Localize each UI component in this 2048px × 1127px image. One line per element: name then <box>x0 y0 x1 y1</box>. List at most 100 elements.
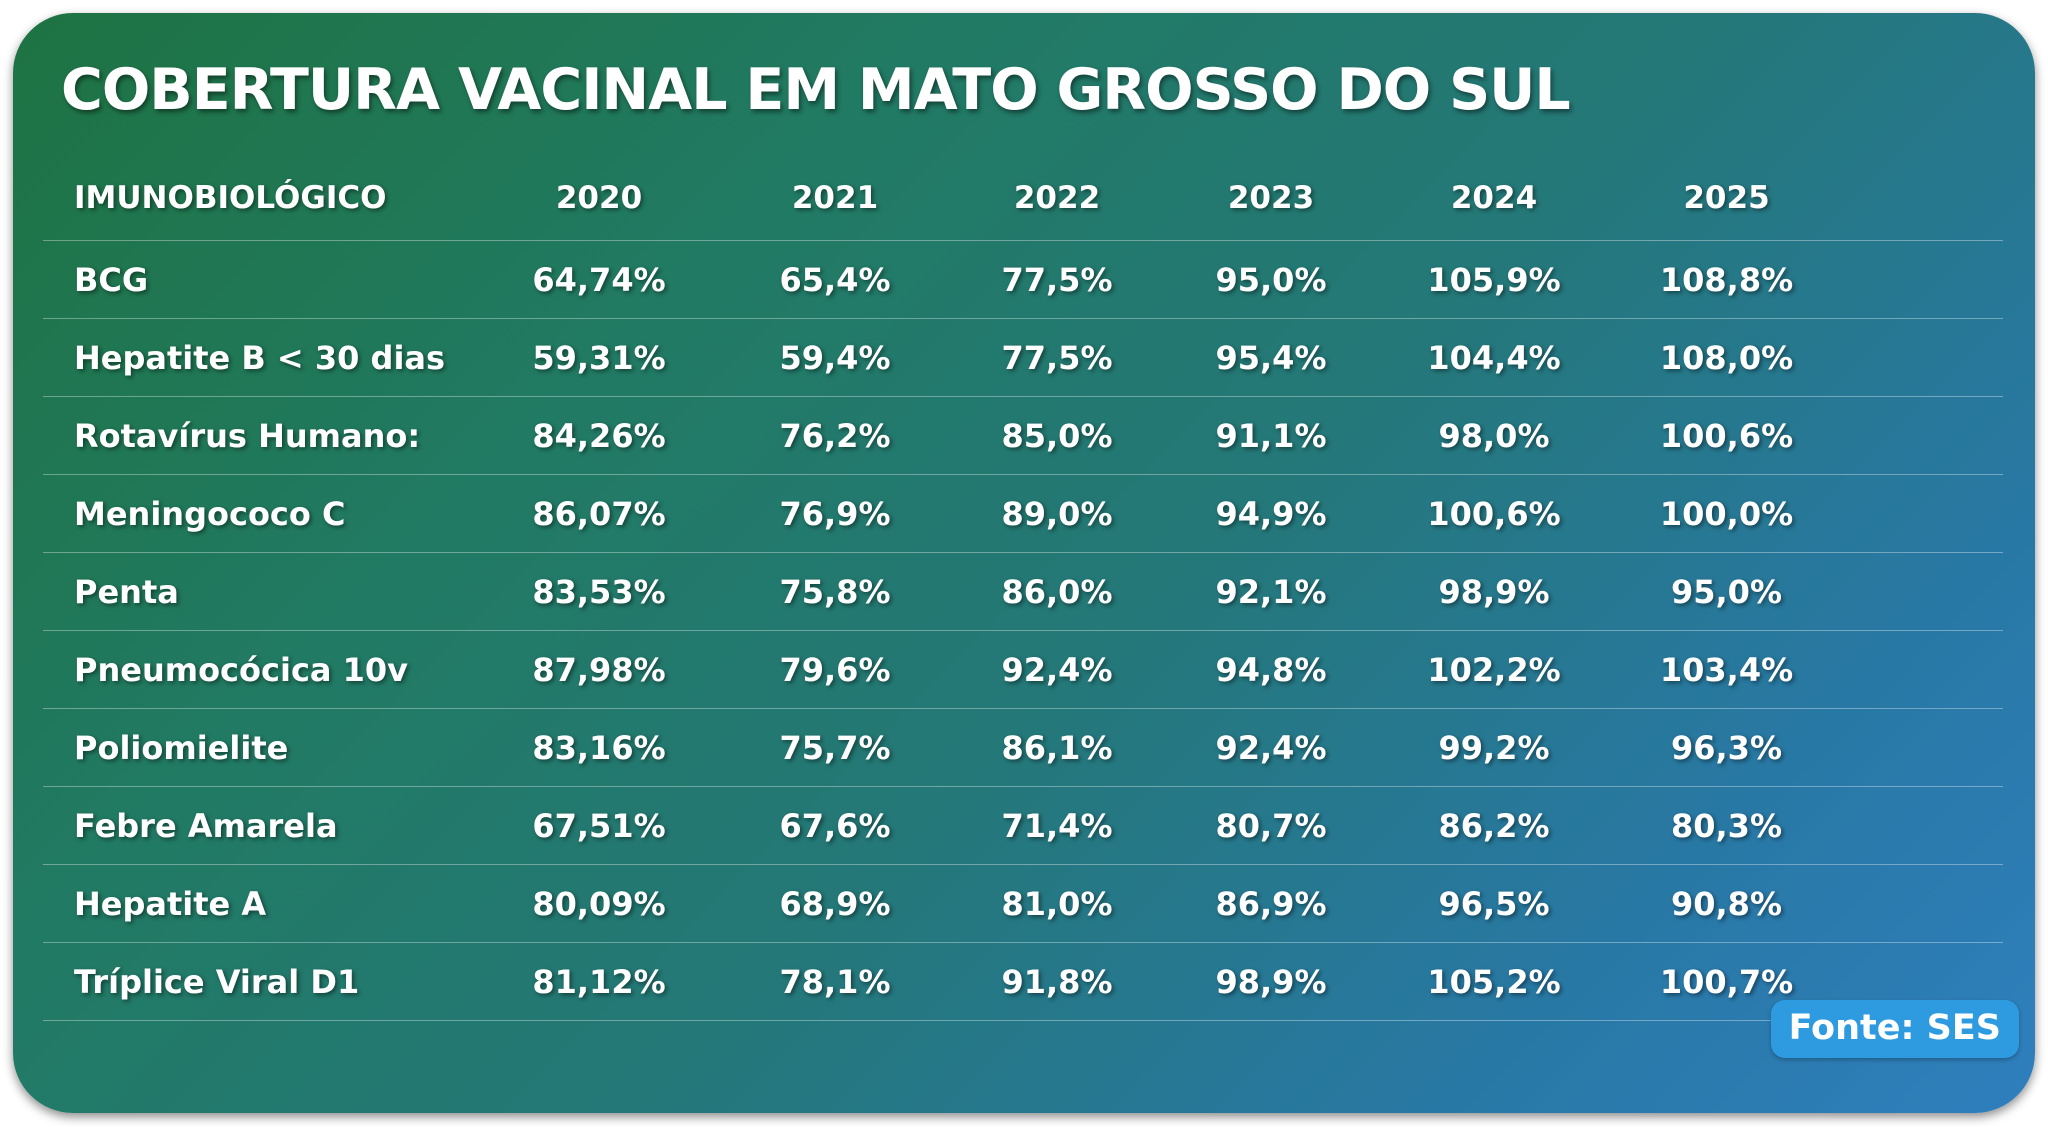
coverage-value-cell: 105,9% <box>1368 240 1620 319</box>
row-label: Penta <box>43 552 468 631</box>
table-header-row: IMUNOBIOLÓGICO 2020 2021 2022 2023 2024 … <box>43 156 2003 241</box>
coverage-value-cell: 86,2% <box>1368 786 1620 865</box>
table-row: Hepatite A 80,09% 68,9% 81,0% 86,9% 96,5% 90,8… <box>43 864 2003 943</box>
coverage-value-cell: 100,6% <box>1368 474 1620 553</box>
table-body: BCG 64,74% 65,4% 77,5% 95,0% 105,9% 108,8% Hepa… <box>43 240 2003 1021</box>
coverage-value-cell: 77,5% <box>940 240 1174 319</box>
empty-cell <box>1833 630 2003 709</box>
coverage-value-cell: 75,7% <box>730 708 940 787</box>
coverage-value-cell: 79,6% <box>730 630 940 709</box>
row-label: Poliomielite <box>43 708 468 787</box>
coverage-value-cell: 86,07% <box>468 474 730 553</box>
vaccination-coverage-table: IMUNOBIOLÓGICO 2020 2021 2022 2023 2024 … <box>43 156 2003 1021</box>
column-header-year: 2025 <box>1620 156 1833 241</box>
empty-cell <box>1833 396 2003 475</box>
row-label: Tríplice Viral D1 <box>43 942 468 1021</box>
coverage-value-cell: 95,0% <box>1174 240 1368 319</box>
row-label: Meningococo C <box>43 474 468 553</box>
coverage-value-cell: 91,1% <box>1174 396 1368 475</box>
empty-cell <box>1833 708 2003 787</box>
coverage-value-cell: 65,4% <box>730 240 940 319</box>
coverage-value-cell: 83,53% <box>468 552 730 631</box>
coverage-value-cell: 103,4% <box>1620 630 1833 709</box>
empty-column <box>1833 156 2003 241</box>
empty-cell <box>1833 318 2003 397</box>
coverage-value-cell: 77,5% <box>940 318 1174 397</box>
coverage-value-cell: 100,6% <box>1620 396 1833 475</box>
coverage-value-cell: 67,51% <box>468 786 730 865</box>
table-row: Poliomielite 83,16% 75,7% 86,1% 92,4% 99,2% 96… <box>43 708 2003 787</box>
row-label: Hepatite A <box>43 864 468 943</box>
coverage-value-cell: 78,1% <box>730 942 940 1021</box>
coverage-value-cell: 64,74% <box>468 240 730 319</box>
coverage-value-cell: 92,4% <box>940 630 1174 709</box>
coverage-value-cell: 105,2% <box>1368 942 1620 1021</box>
coverage-value-cell: 86,1% <box>940 708 1174 787</box>
coverage-value-cell: 81,12% <box>468 942 730 1021</box>
coverage-value-cell: 89,0% <box>940 474 1174 553</box>
coverage-value-cell: 76,9% <box>730 474 940 553</box>
coverage-value-cell: 92,1% <box>1174 552 1368 631</box>
coverage-value-cell: 83,16% <box>468 708 730 787</box>
table-row: Rotavírus Humano: 84,26% 76,2% 85,0% 91,1% 98… <box>43 396 2003 475</box>
coverage-value-cell: 86,9% <box>1174 864 1368 943</box>
row-label: Rotavírus Humano: <box>43 396 468 475</box>
table-row: BCG 64,74% 65,4% 77,5% 95,0% 105,9% 108,8% <box>43 240 2003 319</box>
coverage-value-cell: 104,4% <box>1368 318 1620 397</box>
coverage-value-cell: 102,2% <box>1368 630 1620 709</box>
coverage-value-cell: 91,8% <box>940 942 1174 1021</box>
coverage-value-cell: 87,98% <box>468 630 730 709</box>
coverage-value-cell: 98,9% <box>1174 942 1368 1021</box>
coverage-value-cell: 96,3% <box>1620 708 1833 787</box>
coverage-value-cell: 98,9% <box>1368 552 1620 631</box>
coverage-value-cell: 67,6% <box>730 786 940 865</box>
coverage-value-cell: 59,4% <box>730 318 940 397</box>
table-row: Penta 83,53% 75,8% 86,0% 92,1% 98,9% 95,0% <box>43 552 2003 631</box>
column-header-year: 2022 <box>940 156 1174 241</box>
coverage-value-cell: 94,9% <box>1174 474 1368 553</box>
column-header-year: 2023 <box>1174 156 1368 241</box>
column-header-immunobiological: IMUNOBIOLÓGICO <box>43 156 468 241</box>
table-row: Febre Amarela 67,51% 67,6% 71,4% 80,7% 86,2% 8… <box>43 786 2003 865</box>
empty-cell <box>1833 864 2003 943</box>
coverage-value-cell: 68,9% <box>730 864 940 943</box>
coverage-value-cell: 75,8% <box>730 552 940 631</box>
column-header-year: 2020 <box>468 156 730 241</box>
empty-cell <box>1833 552 2003 631</box>
column-header-year: 2021 <box>730 156 940 241</box>
coverage-value-cell: 100,0% <box>1620 474 1833 553</box>
table-row: Tríplice Viral D1 81,12% 78,1% 91,8% 98,9% 10… <box>43 942 2003 1021</box>
row-label: Hepatite B < 30 dias <box>43 318 468 397</box>
coverage-value-cell: 59,31% <box>468 318 730 397</box>
coverage-value-cell: 76,2% <box>730 396 940 475</box>
coverage-value-cell: 90,8% <box>1620 864 1833 943</box>
coverage-value-cell: 99,2% <box>1368 708 1620 787</box>
empty-cell <box>1833 474 2003 553</box>
coverage-value-cell: 81,0% <box>940 864 1174 943</box>
coverage-value-cell: 95,4% <box>1174 318 1368 397</box>
table-row: Hepatite B < 30 dias 59,31% 59,4% 77,5% 95,4… <box>43 318 2003 397</box>
coverage-value-cell: 98,0% <box>1368 396 1620 475</box>
coverage-value-cell: 86,0% <box>940 552 1174 631</box>
coverage-value-cell: 80,3% <box>1620 786 1833 865</box>
column-header-year: 2024 <box>1368 156 1620 241</box>
coverage-value-cell: 92,4% <box>1174 708 1368 787</box>
infographic-card: COBERTURA VACINAL EM MATO GROSSO DO SUL … <box>13 13 2035 1113</box>
row-label: Febre Amarela <box>43 786 468 865</box>
coverage-value-cell: 108,8% <box>1620 240 1833 319</box>
coverage-value-cell: 85,0% <box>940 396 1174 475</box>
coverage-value-cell: 94,8% <box>1174 630 1368 709</box>
empty-cell <box>1833 240 2003 319</box>
empty-cell <box>1833 786 2003 865</box>
coverage-value-cell: 96,5% <box>1368 864 1620 943</box>
coverage-value-cell: 71,4% <box>940 786 1174 865</box>
coverage-value-cell: 108,0% <box>1620 318 1833 397</box>
row-label: BCG <box>43 240 468 319</box>
coverage-value-cell: 95,0% <box>1620 552 1833 631</box>
coverage-value-cell: 80,09% <box>468 864 730 943</box>
table-row: Meningococo C 86,07% 76,9% 89,0% 94,9% 100,6%… <box>43 474 2003 553</box>
coverage-value-cell: 80,7% <box>1174 786 1368 865</box>
coverage-value-cell: 84,26% <box>468 396 730 475</box>
page-title: COBERTURA VACINAL EM MATO GROSSO DO SUL <box>61 57 1571 123</box>
source-badge: Fonte: SES <box>1770 1000 2019 1058</box>
